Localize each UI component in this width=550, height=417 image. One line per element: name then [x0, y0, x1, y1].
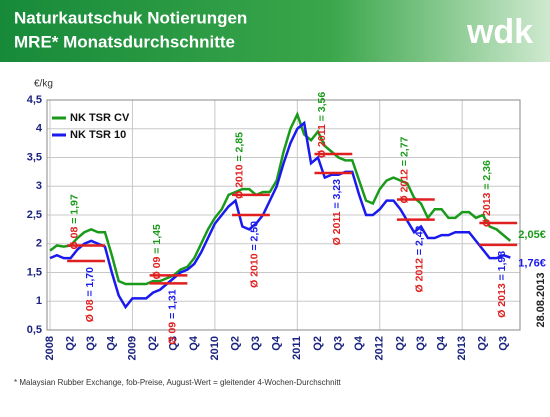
- average-label: Ø 2011 = 3,23: [331, 179, 343, 245]
- average-label: Ø 08 = 1,97: [69, 194, 81, 249]
- legend-label: NK TSR 10: [70, 129, 126, 141]
- x-tick-label: Q4: [188, 335, 200, 351]
- average-label: Ø 2010 = 2,50: [249, 221, 261, 288]
- x-tick-label: Q3: [415, 336, 427, 351]
- x-tick-label: Q3: [332, 336, 344, 351]
- x-tick-label: Q2: [65, 336, 77, 351]
- average-value: = 1,45: [151, 224, 163, 254]
- average-label: Ø 2011 = 3,56: [316, 92, 328, 158]
- x-tick-label: 2011: [291, 336, 303, 360]
- y-tick-label: 2,5: [27, 209, 42, 221]
- y-tick-label: 4: [36, 123, 43, 135]
- y-tick-label: 3,5: [27, 151, 42, 163]
- x-tick-label: Q2: [477, 336, 489, 351]
- logo: wdk: [466, 13, 533, 51]
- header-band: [0, 0, 550, 62]
- y-tick-label: 3: [36, 180, 42, 192]
- average-value: = 2,77: [398, 136, 410, 166]
- legend-label: NK TSR CV: [70, 112, 130, 124]
- x-tick-label: 2012: [374, 336, 386, 360]
- x-tick-label: Q4: [435, 335, 447, 351]
- average-value: = 3,23: [331, 179, 343, 209]
- average-year: Ø 2013: [496, 283, 508, 318]
- average-label: Ø 2012 = 2,77: [398, 136, 410, 203]
- x-tick-label: 2008: [44, 336, 56, 360]
- average-value: = 2,42: [413, 225, 425, 255]
- average-year: Ø 09: [151, 256, 163, 279]
- y-tick-label: 2: [36, 238, 42, 250]
- x-tick-label: Q2: [312, 336, 324, 351]
- average-year: Ø 2012: [413, 258, 425, 293]
- average-label: Ø 2013 = 2,36: [481, 160, 493, 227]
- y-tick-label: 1: [36, 295, 42, 307]
- series-line: [49, 120, 511, 310]
- average-value: = 1,97: [69, 194, 81, 224]
- x-tick-label: Q2: [147, 336, 159, 351]
- average-value: = 1,98: [496, 251, 508, 281]
- average-label: Ø 09 = 1,45: [151, 224, 163, 279]
- y-tick-label: 4,5: [27, 94, 42, 106]
- title-line: Naturkautschuk Notierungen: [14, 8, 247, 27]
- x-tick-label: Q3: [168, 336, 180, 351]
- x-tick-label: Q2: [229, 336, 241, 351]
- average-year: Ø 2012: [398, 169, 410, 204]
- y-axis-label: €/kg: [34, 79, 53, 90]
- average-year: Ø 08: [84, 299, 96, 322]
- x-tick-label: Q3: [497, 336, 509, 351]
- footnote: * Malaysian Rubber Exchange, fob-Preise,…: [14, 378, 342, 387]
- average-value: = 1,31: [166, 289, 178, 319]
- x-tick-label: 2009: [126, 336, 138, 360]
- average-year: Ø 2013: [481, 192, 493, 227]
- average-value: = 2,36: [481, 160, 493, 190]
- x-tick-label: 2010: [209, 336, 221, 360]
- average-year: Ø 2010: [233, 164, 245, 199]
- end-label: 1,76€: [518, 257, 546, 269]
- x-tick-label: 2013: [456, 336, 468, 360]
- average-value: = 2,85: [233, 132, 245, 162]
- average-value: = 2,50: [249, 221, 261, 251]
- average-label: Ø 2013 = 1,98: [496, 251, 508, 318]
- x-tick-label: Q3: [250, 336, 262, 351]
- average-label: Ø 08 = 1,70: [84, 267, 96, 322]
- title-line: MRE* Monatsdurchschnitte: [14, 32, 235, 51]
- average-year: Ø 09: [166, 322, 178, 345]
- date: 28.08.2013: [535, 272, 547, 327]
- y-tick-label: 1,5: [27, 266, 42, 278]
- plot-frame: [46, 99, 521, 331]
- average-year: Ø 2011: [331, 211, 343, 245]
- x-tick-label: Q4: [271, 335, 283, 351]
- average-label: Ø 09 = 1,31: [166, 289, 178, 344]
- series-line: [49, 111, 512, 286]
- average-year: Ø 08: [69, 227, 81, 250]
- end-label: 2,05€: [518, 229, 546, 241]
- y-tick-label: 0,5: [27, 324, 42, 336]
- x-tick-label: Q3: [85, 336, 97, 351]
- average-year: Ø 2011: [316, 124, 328, 158]
- average-value: = 1,70: [84, 267, 96, 297]
- x-tick-label: Q4: [353, 335, 365, 351]
- average-value: = 3,56: [316, 92, 328, 122]
- x-tick-label: Q4: [106, 335, 118, 351]
- x-tick-label: Q2: [394, 336, 406, 351]
- average-label: Ø 2010 = 2,85: [233, 132, 245, 199]
- average-year: Ø 2010: [249, 253, 261, 288]
- average-label: Ø 2012 = 2,42: [413, 225, 425, 292]
